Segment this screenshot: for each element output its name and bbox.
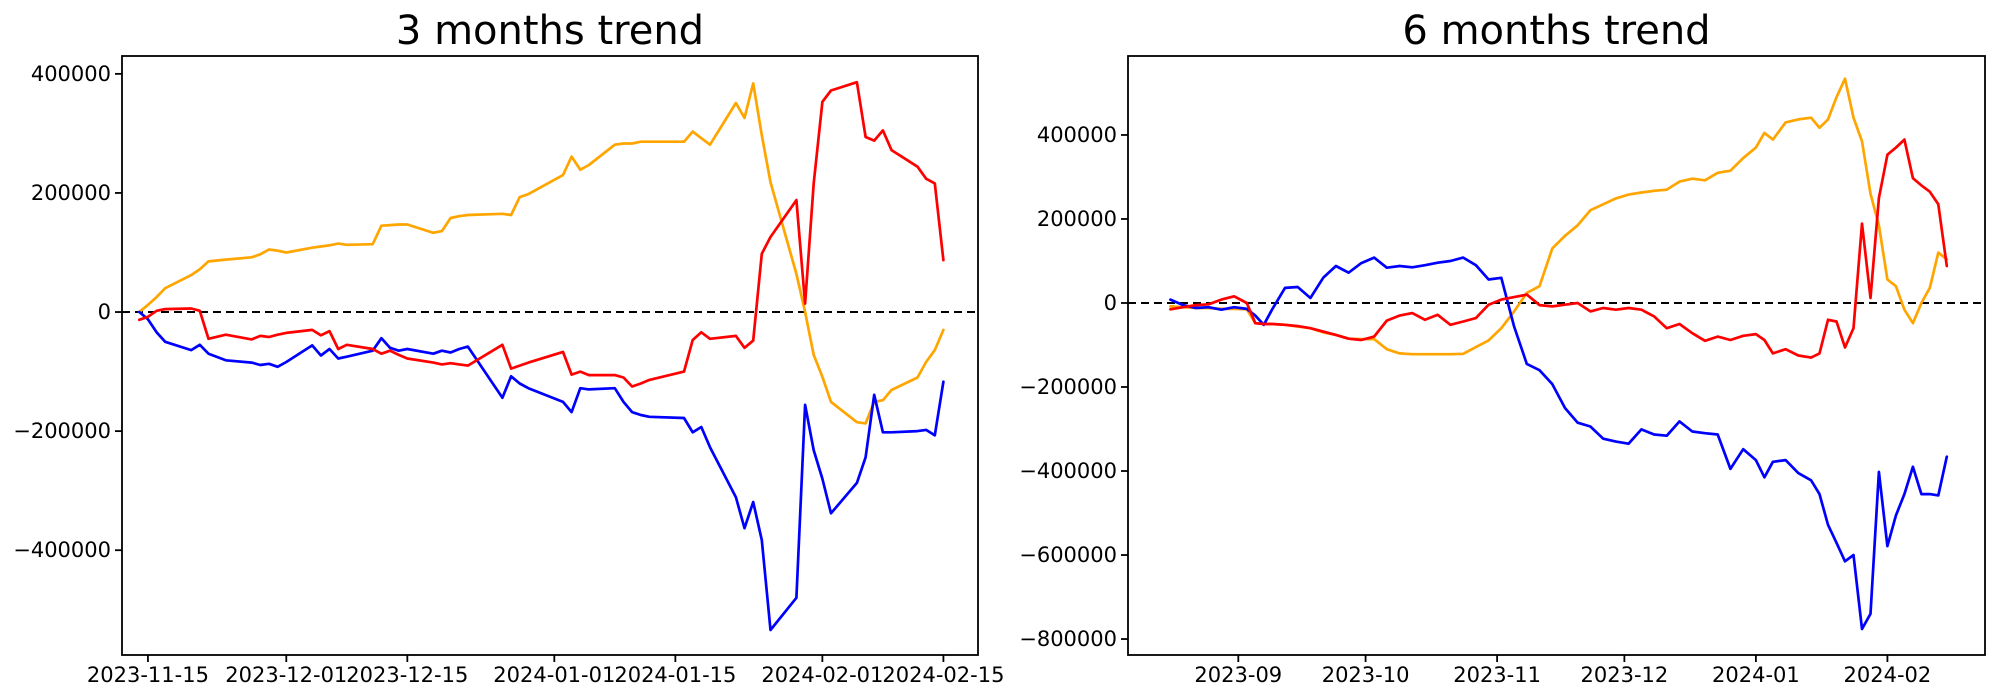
y-tick-label: −200000 xyxy=(1019,375,1117,399)
y-tick-label: 0 xyxy=(1104,291,1117,315)
line-series-blue xyxy=(137,310,945,632)
x-axis: 2023-09 2023-10 2023-11 2023-12 2024-01 2024-… xyxy=(1194,655,1931,687)
x-tick-label: 2023-12 xyxy=(1581,663,1669,687)
line-series-orange xyxy=(137,82,945,425)
line-series-blue xyxy=(1169,256,1949,631)
x-tick-label: 2023-12-15 xyxy=(346,663,468,687)
x-tick-label: 2024-01-01 xyxy=(493,663,615,687)
x-tick-label: 2024-01 xyxy=(1712,663,1800,687)
x-tick-label: 2024-02-01 xyxy=(761,663,883,687)
x-tick-label: 2023-11-15 xyxy=(87,663,209,687)
chart-title: 3 months trend xyxy=(396,8,704,54)
x-tick-label: 2024-02-15 xyxy=(882,663,1004,687)
chart-3-months-trend: 2023-11-15 2023-12-01 2023-12-15 2024-01-01… xyxy=(13,8,1004,687)
y-tick-label: 400000 xyxy=(31,62,111,86)
axes-spines xyxy=(1127,55,1986,656)
y-tick-label: −800000 xyxy=(1019,627,1117,651)
y-tick-label: −400000 xyxy=(13,538,111,562)
y-tick-label: 400000 xyxy=(1037,123,1117,147)
x-tick-label: 2023-11 xyxy=(1453,663,1541,687)
x-axis: 2023-11-15 2023-12-01 2023-12-15 2024-01-01… xyxy=(87,655,1004,687)
series-lines xyxy=(137,80,945,632)
y-tick-label: −600000 xyxy=(1019,543,1117,567)
y-axis: 400000 200000 0 −200000 −400000 xyxy=(13,62,122,562)
y-axis: 400000 200000 0 −200000 −400000 −600000 −80000… xyxy=(1019,123,1128,651)
x-tick-label: 2023-09 xyxy=(1194,663,1282,687)
y-tick-label: 0 xyxy=(98,300,111,324)
axes-spines xyxy=(121,55,979,656)
y-tick-label: −400000 xyxy=(1019,459,1117,483)
y-tick-label: 200000 xyxy=(1037,207,1117,231)
x-tick-label: 2024-02 xyxy=(1844,663,1932,687)
line-series-red xyxy=(137,80,945,388)
x-tick-label: 2023-10 xyxy=(1322,663,1410,687)
y-tick-label: −200000 xyxy=(13,419,111,443)
chart-6-months-trend: 2023-09 2023-10 2023-11 2023-12 2024-01 2024-… xyxy=(1019,8,1986,687)
y-tick-label: 200000 xyxy=(31,181,111,205)
plot-area xyxy=(1128,56,1985,655)
chart-title: 6 months trend xyxy=(1402,8,1710,54)
x-tick-label: 2023-12-01 xyxy=(225,663,347,687)
line-series-red xyxy=(1169,138,1949,359)
x-tick-label: 2024-01-15 xyxy=(614,663,736,687)
series-lines xyxy=(1169,77,1949,631)
